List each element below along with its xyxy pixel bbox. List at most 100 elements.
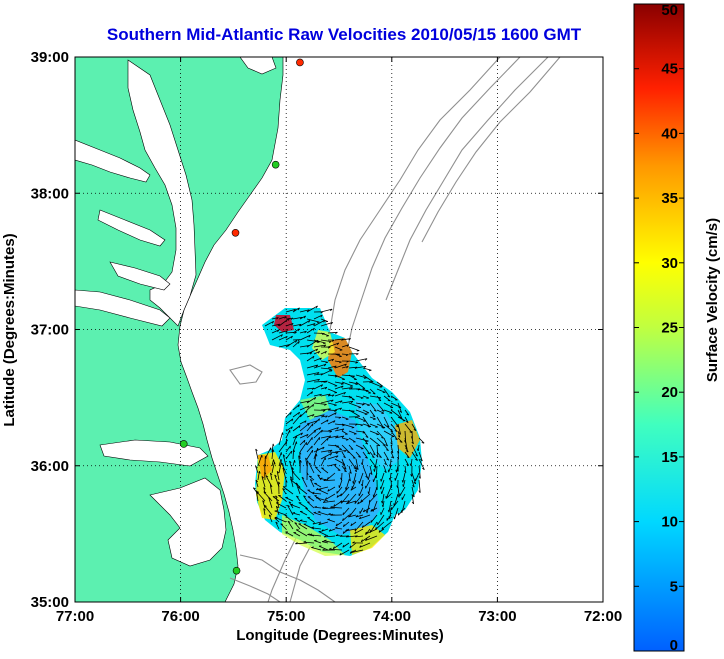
velocity-vector-head [319, 357, 322, 361]
velocity-vector [280, 523, 287, 530]
velocity-vector [320, 350, 327, 355]
velocity-vector-head [373, 469, 375, 472]
colorbar-tick-label: 25 [661, 320, 678, 337]
velocity-vector [376, 388, 386, 393]
velocity-vector-head [319, 393, 322, 397]
velocity-vector-head [341, 428, 345, 431]
colorbar-tick-label: 5 [670, 578, 678, 595]
velocity-vector-head [406, 456, 410, 459]
velocity-vector-head [308, 462, 312, 465]
velocity-vector [362, 374, 374, 383]
velocity-vector-head [398, 432, 401, 435]
velocity-vector [397, 416, 406, 422]
velocity-vector-head [263, 487, 266, 490]
velocity-vector [278, 330, 288, 334]
velocity-vector-head [384, 463, 387, 466]
velocity-vector-head [422, 467, 425, 470]
velocity-vector-head [412, 494, 415, 498]
x-tick-label: 72:00 [584, 608, 622, 625]
velocity-vector-head [329, 430, 333, 433]
velocity-vector [299, 420, 307, 425]
velocity-vector [404, 437, 408, 450]
velocity-vector [334, 346, 343, 351]
velocity-vector-head [298, 412, 300, 415]
velocity-vector-head [389, 485, 392, 488]
velocity-vector [376, 430, 384, 439]
velocity-vector-head [253, 487, 256, 490]
velocity-vector [278, 316, 287, 320]
velocity-vector [255, 448, 259, 460]
velocity-vector-head [317, 341, 320, 344]
velocity-vector-head [286, 438, 288, 442]
velocity-vector-head [350, 401, 354, 404]
velocity-vector-head [262, 500, 265, 503]
velocity-vector [359, 507, 364, 514]
velocity-vector [355, 451, 361, 458]
velocity-vector [341, 344, 349, 348]
velocity-vector [306, 501, 315, 509]
velocity-vector [271, 329, 280, 334]
velocity-vector-head [378, 399, 382, 402]
velocity-vector-head [365, 475, 368, 479]
velocity-vector [313, 339, 326, 344]
velocity-vector [323, 500, 336, 503]
velocity-vector-head [420, 459, 423, 462]
velocity-vector [313, 418, 320, 425]
velocity-vector-head [255, 448, 258, 452]
velocity-vector-head [342, 512, 344, 516]
velocity-vector [342, 542, 350, 548]
velocity-vector [378, 528, 385, 533]
velocity-vector [348, 374, 357, 380]
velocity-vector [313, 363, 327, 369]
velocity-vector-head [342, 424, 345, 427]
velocity-vector-head [416, 448, 419, 452]
velocity-vector-head [338, 416, 342, 419]
velocity-vector-head [390, 442, 393, 445]
velocity-vector [334, 435, 345, 439]
velocity-vector [327, 358, 334, 362]
velocity-vector [264, 505, 273, 516]
velocity-vector-head [315, 496, 319, 499]
velocity-vector [352, 472, 357, 484]
velocity-vector-head [342, 544, 345, 548]
velocity-vector [292, 328, 300, 334]
velocity-vector-head [291, 467, 294, 470]
y-tick-label: 39:00 [31, 49, 69, 66]
velocity-vector-head [361, 525, 364, 528]
velocity-vector [256, 491, 266, 502]
velocity-vector [292, 411, 300, 418]
velocity-vector-head [320, 311, 324, 314]
velocity-vector [292, 316, 303, 320]
velocity-vector [362, 451, 368, 459]
velocity-vector-head [418, 476, 421, 479]
velocity-vector-head [350, 448, 354, 450]
velocity-vector [312, 492, 322, 495]
velocity-vector [271, 334, 283, 341]
velocity-vector [383, 395, 391, 402]
velocity-vector [299, 345, 310, 348]
velocity-vector [361, 458, 364, 466]
velocity-vector [292, 414, 302, 425]
velocity-vector-head [315, 487, 319, 491]
velocity-vector [306, 364, 318, 369]
velocity-vector-head [268, 497, 271, 500]
velocity-vector [355, 395, 364, 399]
velocity-vector [285, 450, 292, 460]
velocity-vector [285, 429, 291, 439]
velocity-vector-head [390, 450, 394, 454]
velocity-vector-head [362, 509, 365, 513]
velocity-vector [313, 437, 320, 446]
velocity-vector-head [343, 467, 347, 470]
y-tick-label: 36:00 [31, 458, 69, 475]
velocity-vector-head [329, 449, 333, 453]
velocity-vector-head [413, 481, 416, 485]
velocity-vector [373, 486, 378, 498]
velocity-vector [381, 486, 385, 495]
velocity-vector [351, 479, 357, 489]
velocity-vector-head [264, 472, 267, 475]
velocity-vector [362, 423, 372, 427]
velocity-vector-head [406, 413, 409, 416]
velocity-vector-head [370, 472, 373, 475]
velocity-vector-head [341, 385, 344, 389]
velocity-vector-head [309, 533, 313, 536]
